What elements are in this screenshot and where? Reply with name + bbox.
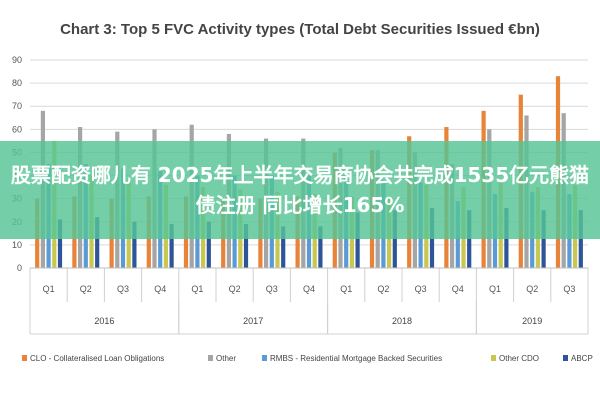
x-axis: Q1 Q2 Q3 Q4 Q1 Q2 Q3 Q4 Q1 Q2 Q3 Q4 Q1 Q2 Q3 2016 2017 20…: [29, 267, 589, 335]
x-tick-label: Q4: [303, 284, 315, 294]
bar: [169, 224, 174, 268]
legend-swatch: [208, 355, 213, 361]
bar: [392, 210, 397, 268]
x-tick-label: Q2: [377, 284, 389, 294]
group-label: 2019: [522, 316, 542, 326]
legend-label: Other: [216, 354, 236, 363]
x-tick-label: Q1: [340, 284, 352, 294]
bar: [281, 226, 286, 268]
legend: CLO - Collateralised Loan Obligations Oth…: [22, 354, 593, 363]
bar: [355, 212, 360, 268]
legend-label: ABCP: [571, 354, 593, 363]
x-tick-label: Q1: [489, 284, 501, 294]
y-tick-label: 90: [12, 55, 22, 65]
y-tick-label: 70: [12, 101, 22, 111]
bar: [57, 219, 63, 268]
headline-text: 股票配资哪儿有 2025年上半年交易商协会共完成1535亿元熊猫债注册 同比增长…: [10, 163, 590, 217]
group-label: 2016: [94, 316, 114, 326]
x-tick-label: Q2: [526, 284, 538, 294]
x-tick-label: Q1: [43, 284, 55, 294]
group-label: 2018: [392, 316, 412, 326]
bar: [132, 221, 137, 268]
bar: [578, 210, 583, 268]
bar: [318, 226, 323, 268]
legend-swatch: [563, 355, 568, 361]
legend-swatch: [491, 355, 496, 361]
legend-swatch: [262, 355, 267, 361]
legend-label: RMBS - Residential Mortgage Backed Secur…: [270, 354, 442, 363]
headline-banner: 股票配资哪儿有 2025年上半年交易商协会共完成1535亿元熊猫债注册 同比增长…: [0, 141, 600, 239]
x-tick-label: Q3: [563, 284, 575, 294]
y-tick-label: 80: [12, 78, 22, 88]
bar: [467, 210, 472, 268]
y-tick-label: 0: [17, 263, 22, 273]
y-tick-label: 60: [12, 124, 22, 134]
x-tick-label: Q2: [80, 284, 92, 294]
bar: [95, 217, 100, 268]
x-tick-label: Q4: [452, 284, 464, 294]
x-tick-label: Q1: [191, 284, 203, 294]
x-tick-label: Q2: [229, 284, 241, 294]
y-tick-label: 10: [12, 240, 22, 250]
x-tick-label: Q3: [415, 284, 427, 294]
group-label: 2017: [243, 316, 263, 326]
x-tick-label: Q4: [154, 284, 166, 294]
x-tick-label: Q3: [117, 284, 129, 294]
chart-title: Chart 3: Top 5 FVC Activity types (Total…: [60, 21, 540, 38]
bar: [541, 210, 546, 268]
x-tick-label: Q3: [266, 284, 278, 294]
bar: [243, 224, 249, 268]
bar: [206, 221, 211, 268]
legend-label: Other CDO: [499, 354, 539, 363]
legend-label: CLO - Collateralised Loan Obligations: [30, 354, 164, 363]
legend-swatch: [22, 355, 27, 361]
